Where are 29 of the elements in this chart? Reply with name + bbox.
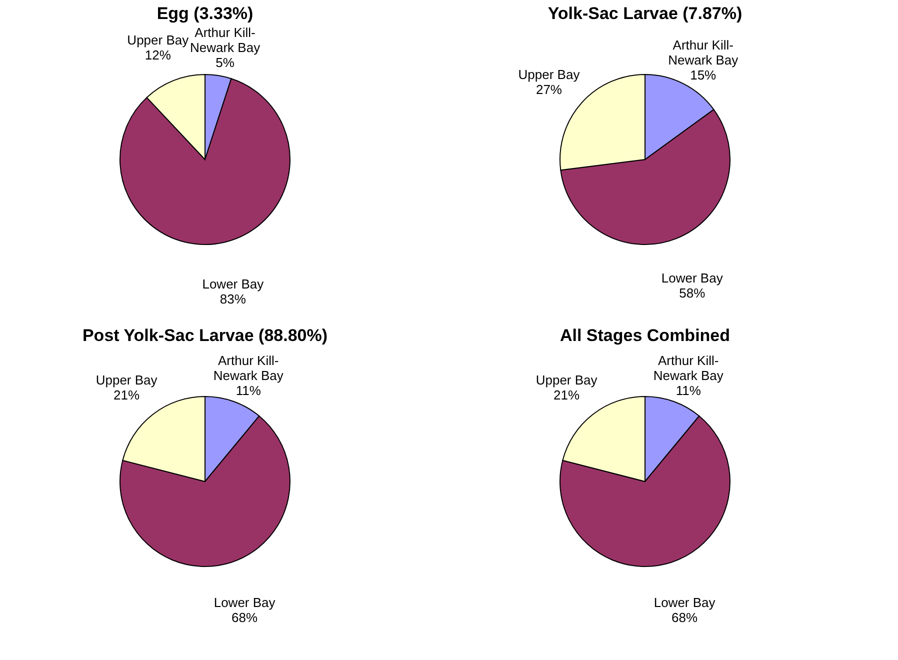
slice-label: Arthur Kill-Newark Bay bbox=[190, 25, 261, 56]
data-label: 11% bbox=[676, 383, 702, 398]
slice-label: Arthur Kill-Newark Bay bbox=[653, 353, 724, 384]
slice-label: Upper Bay bbox=[536, 372, 598, 388]
slice-label: Lower Bay bbox=[661, 270, 724, 286]
slice-label: Lower Bay bbox=[202, 276, 264, 292]
data-label: 12% bbox=[144, 47, 172, 62]
data-label: 5% bbox=[216, 55, 235, 70]
data-label: 58% bbox=[679, 286, 706, 301]
slice-label: Upper Bay bbox=[96, 372, 158, 388]
data-label: 11% bbox=[236, 383, 262, 398]
chart-title: All Stages Combined bbox=[560, 326, 730, 345]
chart-title: Yolk-Sac Larvae (7.87%) bbox=[548, 4, 742, 23]
slice-label: Upper Bay bbox=[518, 66, 580, 82]
slice-label: Arthur Kill-Newark Bay bbox=[213, 353, 284, 384]
slice-label: Lower Bay bbox=[654, 595, 716, 610]
slice-label: Arthur Kill-Newark Bay bbox=[668, 37, 739, 68]
data-label: 15% bbox=[690, 67, 717, 82]
data-label: 21% bbox=[114, 387, 140, 402]
data-label: 68% bbox=[232, 610, 258, 626]
slice-label: Upper Bay bbox=[127, 32, 190, 48]
data-label: 27% bbox=[536, 82, 562, 97]
data-label: 68% bbox=[672, 610, 698, 626]
data-label: 83% bbox=[220, 291, 246, 306]
data-label: 21% bbox=[554, 387, 580, 402]
slice-label: Lower Bay bbox=[214, 595, 276, 610]
pie-slice bbox=[120, 78, 290, 245]
chart-title: Egg (3.33%) bbox=[156, 4, 254, 23]
chart-title: Post Yolk-Sac Larvae (88.80%) bbox=[82, 326, 328, 345]
